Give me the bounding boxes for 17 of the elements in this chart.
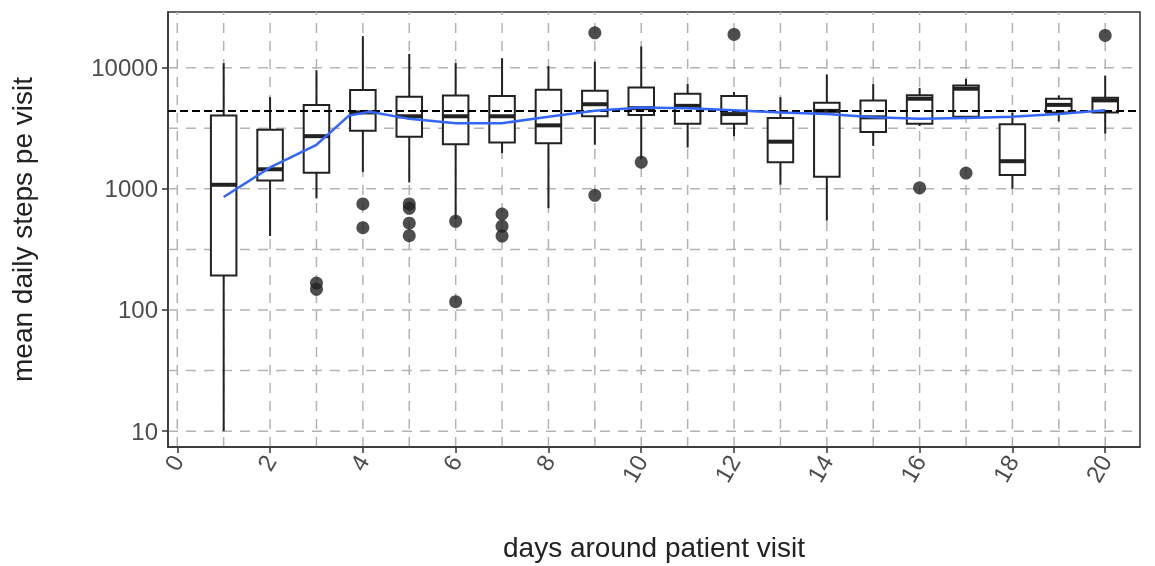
y-tick-label: 100 [117, 296, 158, 324]
x-tick-label: 14 [801, 450, 839, 487]
x-tick-label: 20 [1080, 450, 1117, 487]
x-tick-label: 8 [530, 450, 561, 476]
x-tick-label: 6 [437, 450, 468, 476]
y-tick-label: 1000 [104, 175, 158, 203]
x-tick-label: 18 [987, 450, 1025, 487]
y-tick-label: 10 [131, 417, 158, 445]
x-tick-label: 12 [709, 450, 746, 487]
y-axis-title: mean daily steps pe visit [6, 76, 38, 383]
x-tick-label: 2 [251, 450, 282, 476]
x-tick-label: 16 [894, 450, 932, 487]
y-tick-label: 10000 [91, 54, 158, 82]
x-axis-title: days around patient visit [503, 531, 806, 563]
x-tick-label: 10 [616, 450, 653, 487]
x-tick-label: 4 [344, 450, 375, 476]
x-tick-label: 0 [158, 450, 189, 476]
